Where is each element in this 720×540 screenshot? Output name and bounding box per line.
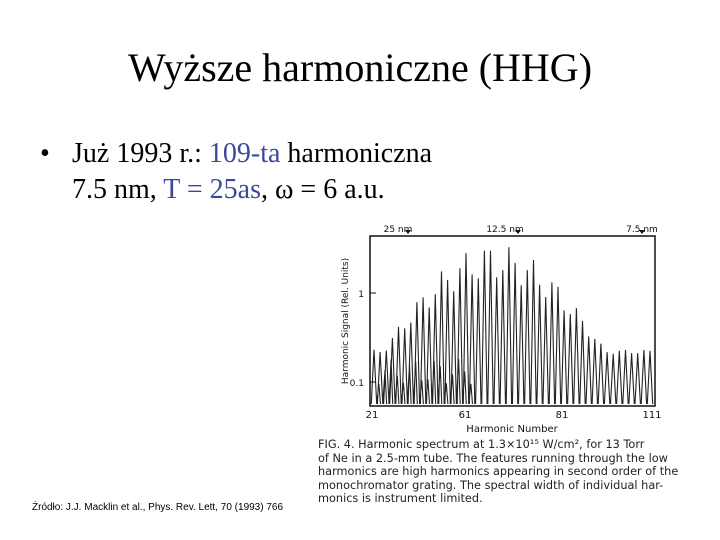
top-label-25nm: 25 nm	[384, 225, 413, 235]
y-tick-0-1: 0.1	[350, 379, 364, 389]
y-tick-1: 1	[358, 290, 364, 300]
bullet-highlight-period: T = 25as	[163, 174, 261, 205]
bullet-text-pre: Już 1993 r.:	[72, 138, 209, 169]
bullet-marker: •	[40, 138, 50, 169]
caption-line: monics is instrument limited.	[318, 492, 483, 506]
bullet-cont-pre: 7.5 nm,	[72, 174, 164, 205]
caption-line: FIG. 4. Harmonic spectrum at 1.3×10¹⁵ W/…	[318, 438, 645, 451]
bullet-text-post: harmoniczna	[280, 138, 433, 169]
y-axis-label: Harmonic Signal (Rel. Units)	[341, 258, 351, 384]
bullet-cont-post: , ω = 6 a.u.	[261, 174, 385, 205]
bullet-list: • Już 1993 r.: 109-ta harmoniczna 7.5 nm,…	[40, 136, 432, 208]
source-citation: Źródło: J.J. Macklin et al., Phys. Rev. …	[32, 502, 284, 513]
figure-caption: FIG. 4. Harmonic spectrum at 1.3×10¹⁵ W/…	[318, 438, 698, 506]
bullet-highlight-harmonic: 109-ta	[208, 138, 281, 169]
harmonic-spectrum-figure: 25 nm 12.5 nm 7.5 nm Harmonic Signal (Re…	[341, 225, 662, 435]
plot-frame	[369, 235, 656, 407]
x-tick-61: 61	[459, 410, 472, 421]
x-axis-label: Harmonic Number	[466, 424, 558, 435]
x-tick-111: 111	[642, 410, 661, 421]
bullet-continuation: 7.5 nm, T = 25as, ω = 6 a.u.	[40, 172, 432, 208]
caption-line: harmonics are high harmonics appearing i…	[318, 465, 679, 479]
caption-line: monochromator grating. The spectral widt…	[318, 478, 664, 492]
spectrum-trace	[370, 247, 654, 405]
top-arrow-markers	[405, 230, 645, 234]
slide-title: Wyższe harmoniczne (HHG)	[127, 45, 593, 90]
spectrum-peaks	[370, 247, 654, 405]
x-tick-21: 21	[366, 410, 379, 421]
x-tick-81: 81	[556, 410, 569, 421]
caption-line: of Ne in a 2.5-mm tube. The features run…	[318, 451, 668, 465]
bullet-item: • Już 1993 r.: 109-ta harmoniczna	[40, 136, 432, 172]
top-label-12-5nm: 12.5 nm	[486, 225, 523, 235]
